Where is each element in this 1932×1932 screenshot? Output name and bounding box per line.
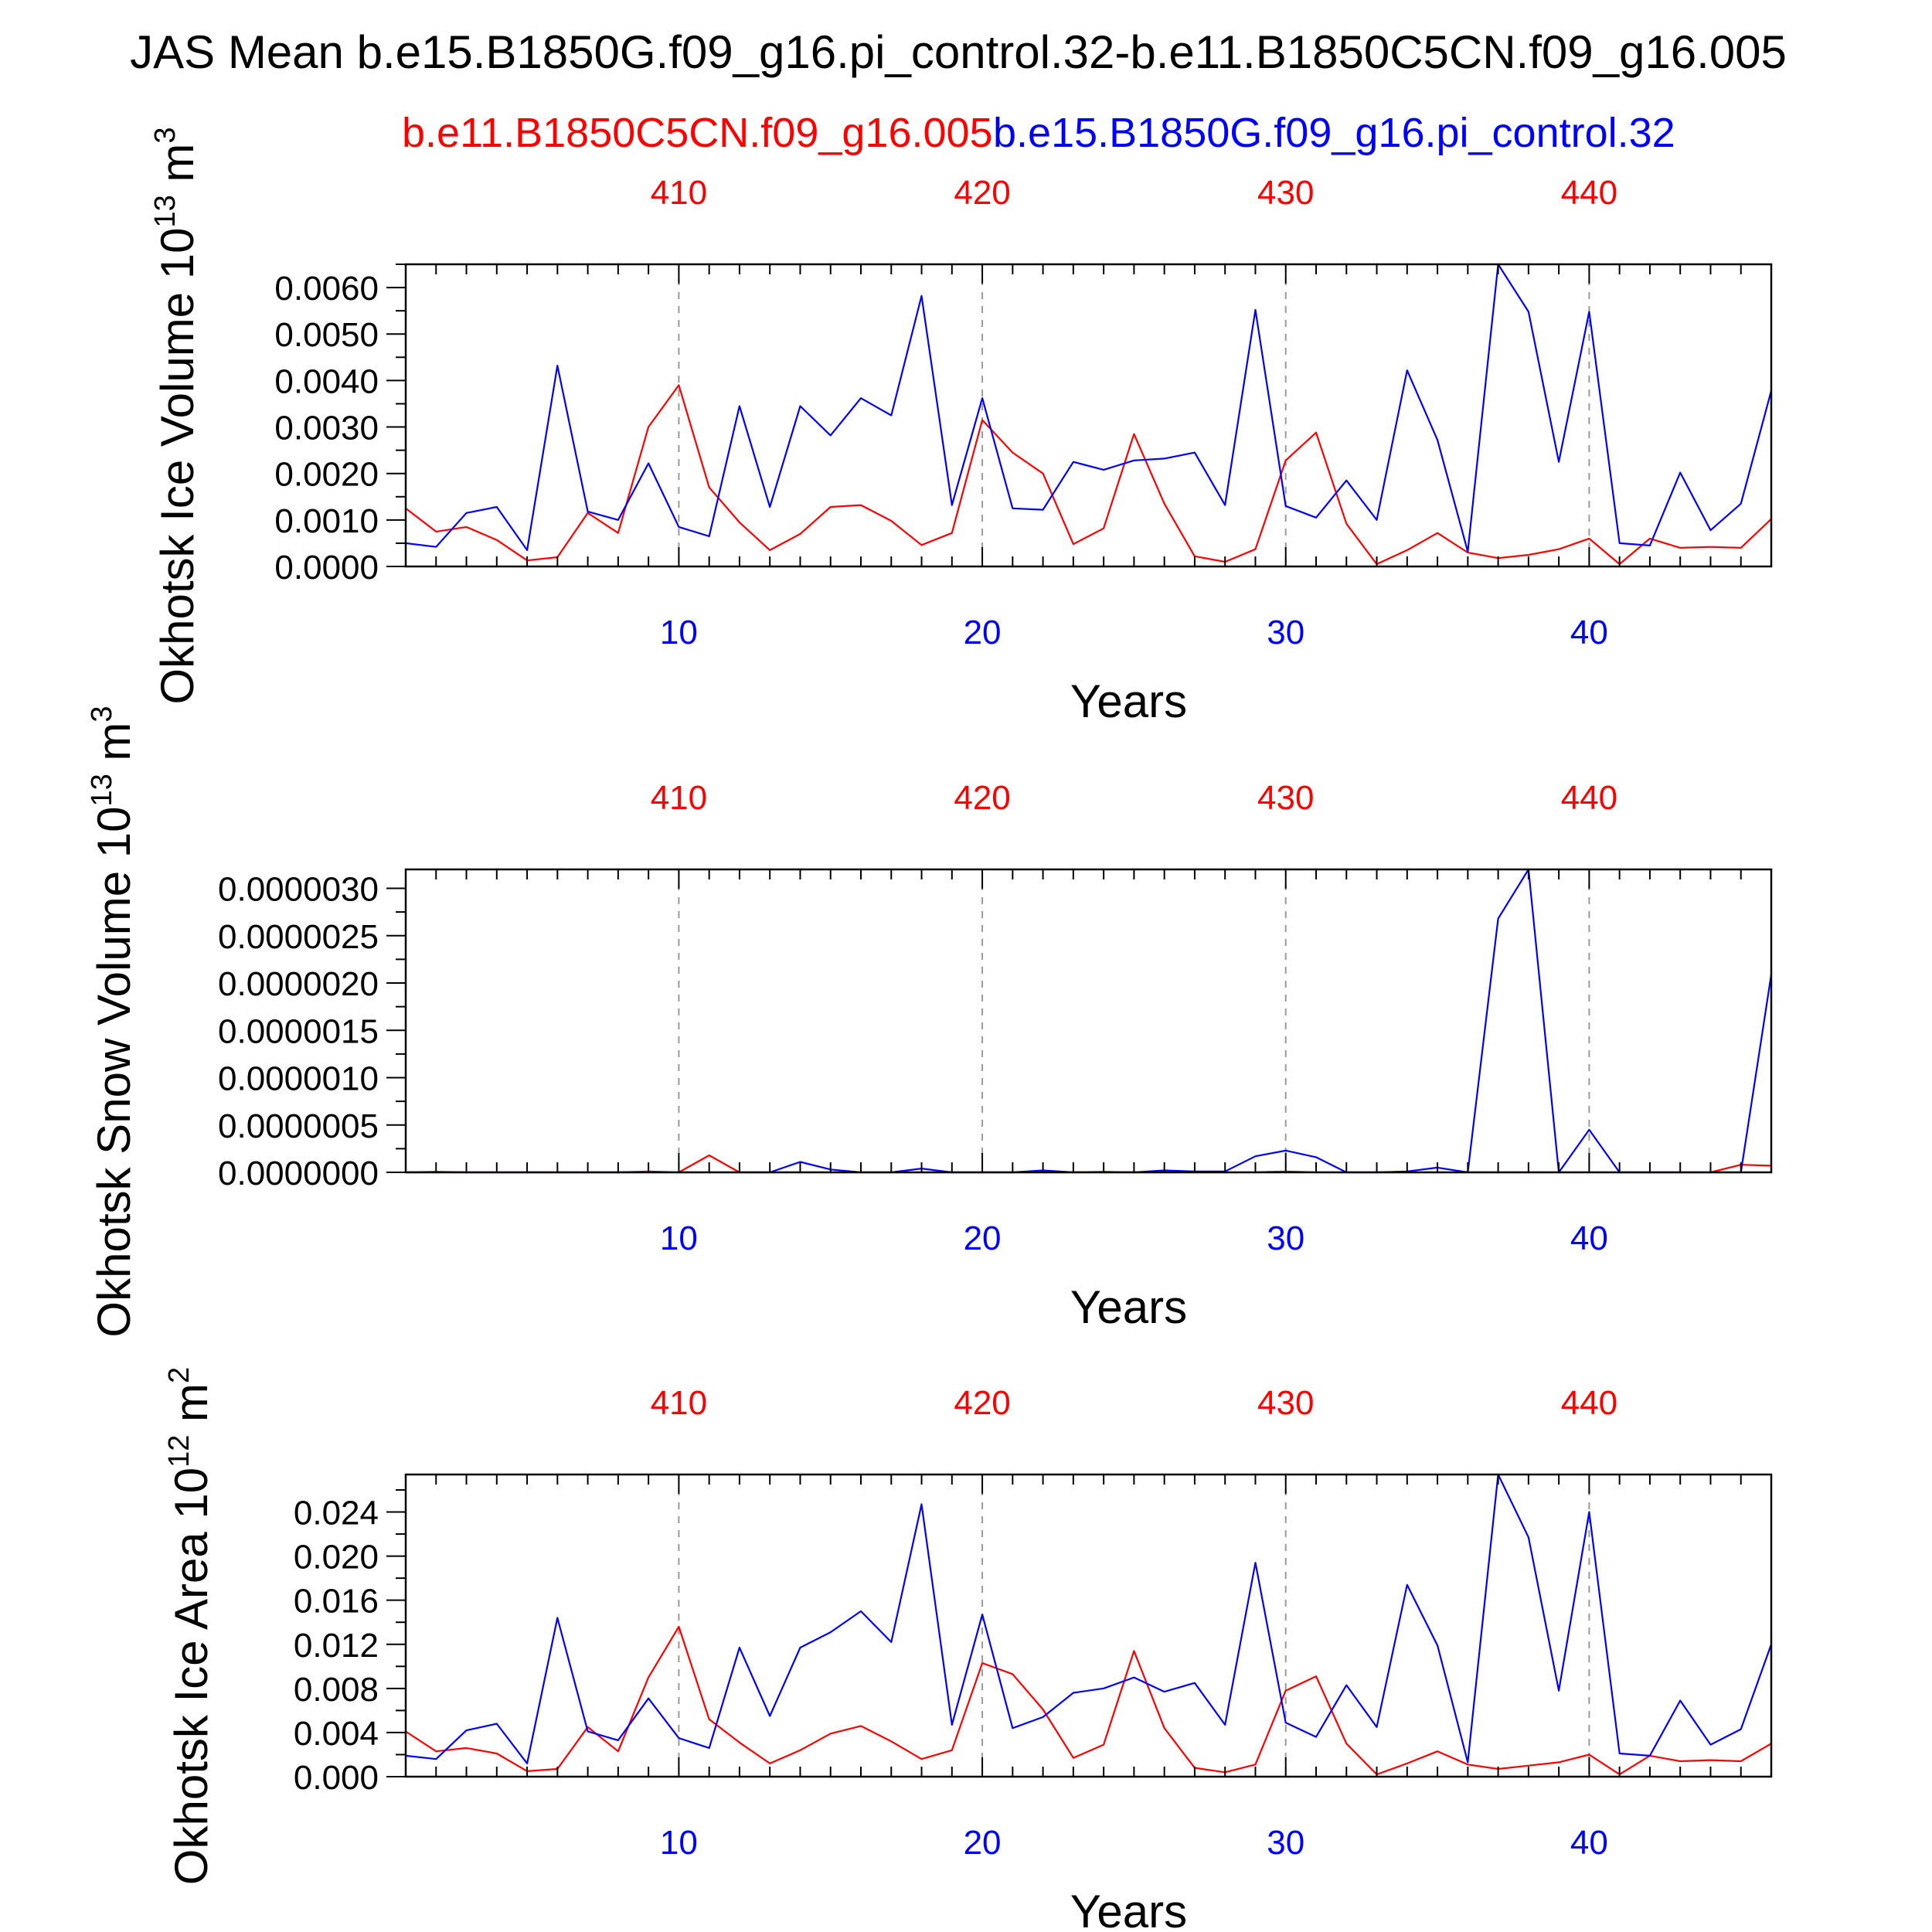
- x-tick-label-bottom: 20: [964, 1219, 1002, 1257]
- chart-panel-1: 0.0000 0.0010 0.0020 0.0030 0.0040 0.0050 0.00…: [149, 127, 1773, 727]
- series-line-red: [405, 1625, 1772, 1776]
- y-axis-label: Okhotsk Snow Volume 1013 m3: [86, 706, 140, 1337]
- x-tick-label-top: 430: [1257, 779, 1314, 817]
- x-tick-label-bottom: 30: [1267, 614, 1304, 651]
- y-tick-label: 0.008: [294, 1671, 379, 1709]
- y-tick-label: 0.000: [294, 1759, 379, 1797]
- plot-frame: [404, 868, 1773, 1174]
- y-tick-label: 0.0000: [274, 549, 379, 587]
- x-tick-label-bottom: 10: [660, 1219, 698, 1257]
- series-line-blue: [405, 1473, 1773, 1764]
- y-tick-label: 0.024: [294, 1495, 379, 1532]
- x-tick-label-top: 440: [1561, 174, 1617, 212]
- y-axis-label: Okhotsk Ice Volume 1013 m3: [149, 127, 203, 704]
- x-tick-label-bottom: 30: [1267, 1824, 1304, 1862]
- plot-frame: [404, 1473, 1773, 1778]
- chart-panels: 0.0000 0.0010 0.0020 0.0030 0.0040 0.0050 0.00…: [86, 127, 1773, 1932]
- series-line-blue: [405, 868, 1773, 1174]
- y-tick-label: 0.0000010: [218, 1060, 379, 1098]
- series-line-red: [405, 384, 1772, 566]
- x-axis-label: Years: [1070, 675, 1187, 727]
- x-tick-label-bottom: 30: [1267, 1219, 1304, 1257]
- y-tick-label: 0.0010: [274, 502, 379, 540]
- x-tick-label-top: 440: [1561, 1384, 1617, 1422]
- x-tick-label-top: 410: [651, 1384, 707, 1422]
- x-tick-label-bottom: 20: [964, 614, 1002, 651]
- y-tick-label: 0.0020: [274, 456, 379, 494]
- y-tick-label: 0.0000020: [218, 965, 379, 1003]
- x-tick-label-top: 410: [651, 174, 707, 212]
- y-tick-label: 0.0000000: [218, 1155, 379, 1192]
- x-tick-label-bottom: 10: [660, 614, 698, 651]
- x-tick-label-bottom: 40: [1570, 614, 1608, 651]
- chart-panel-2: 0.0000000 0.0000005 0.0000010 0.0000015 0.00…: [86, 706, 1773, 1338]
- series-line-red: [406, 1154, 1772, 1174]
- y-tick-label: 0.0030: [274, 410, 379, 447]
- series-line-blue: [405, 263, 1773, 553]
- y-tick-label: 0.016: [294, 1583, 379, 1621]
- x-axis-label: Years: [1070, 1886, 1187, 1932]
- x-tick-label-top: 440: [1561, 779, 1617, 817]
- x-tick-label-top: 430: [1257, 174, 1314, 212]
- x-tick-label-bottom: 40: [1570, 1824, 1608, 1862]
- y-tick-label: 0.0000005: [218, 1107, 379, 1145]
- y-axis-label: Okhotsk Ice Area 1012 m2: [163, 1367, 217, 1885]
- y-tick-label: 0.004: [294, 1715, 379, 1753]
- y-tick-label: 0.0000030: [218, 871, 379, 909]
- x-tick-label-bottom: 10: [660, 1824, 698, 1862]
- x-tick-label-top: 420: [954, 174, 1010, 212]
- y-tick-label: 0.012: [294, 1627, 379, 1665]
- y-tick-label: 0.020: [294, 1539, 379, 1577]
- x-tick-label-top: 410: [651, 779, 707, 817]
- legend-label-red-series: b.e11.B1850C5CN.f09_g16.005: [402, 110, 993, 156]
- y-tick-label: 0.0040: [274, 362, 379, 400]
- x-tick-label-top: 420: [954, 779, 1010, 817]
- chart-panel-3: 0.000 0.004 0.008 0.012 0.016 0.020 0.024 10 20 3…: [163, 1367, 1773, 1932]
- y-tick-label: 0.0050: [274, 316, 379, 354]
- x-axis-label: Years: [1070, 1281, 1187, 1333]
- chart-title: JAS Mean b.e15.B1850G.f09_g16.pi_control…: [130, 26, 1787, 78]
- x-tick-label-top: 430: [1257, 1384, 1314, 1422]
- x-tick-label-top: 420: [954, 1384, 1010, 1422]
- y-tick-label: 0.0060: [274, 270, 379, 308]
- x-tick-label-bottom: 40: [1570, 1219, 1608, 1257]
- plot-frame: [404, 263, 1773, 568]
- x-tick-label-bottom: 20: [964, 1824, 1002, 1862]
- legend-label-blue-series: b.e15.B1850G.f09_g16.pi_control.32: [993, 110, 1675, 156]
- y-tick-label: 0.0000025: [218, 918, 379, 956]
- y-tick-label: 0.0000015: [218, 1012, 379, 1050]
